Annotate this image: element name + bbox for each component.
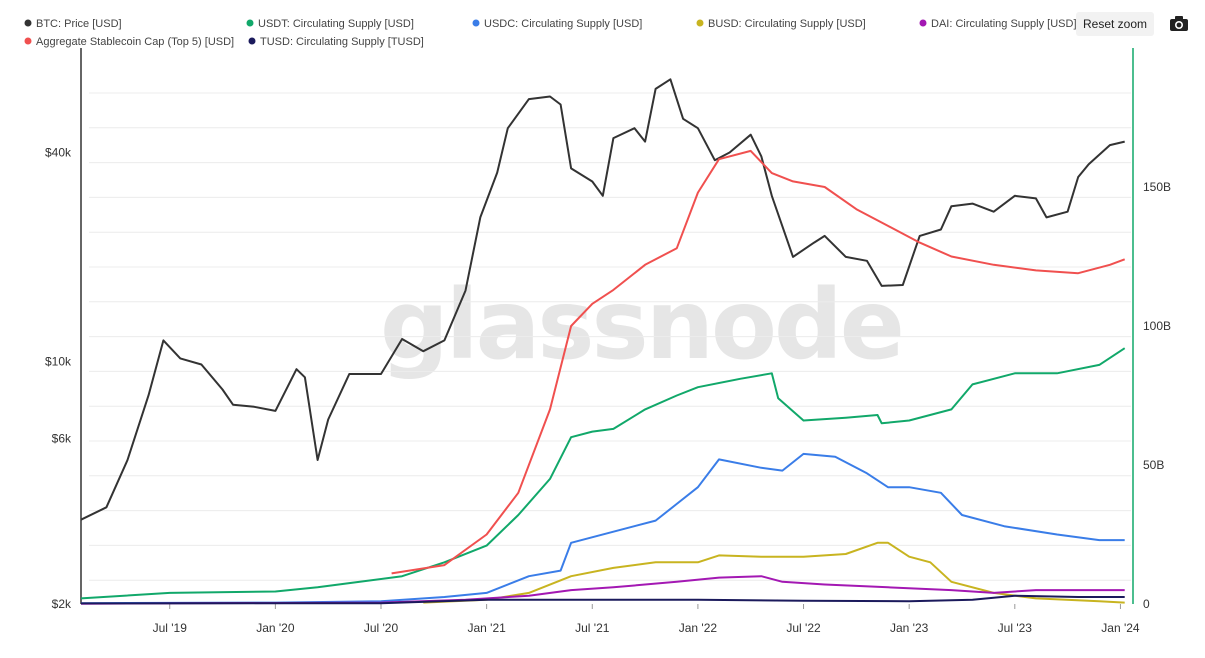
legend-label[interactable]: DAI: Circulating Supply [USD]	[931, 18, 1077, 30]
legend-label[interactable]: Aggregate Stablecoin Cap (Top 5) [USD]	[36, 36, 234, 48]
x-tick-label: Jul '20	[364, 621, 399, 635]
series-line	[80, 452, 1125, 605]
series-line	[80, 78, 1125, 521]
y-right-tick-label: 50B	[1143, 458, 1164, 472]
series-line	[423, 541, 1125, 604]
x-tick-label: Jan '22	[679, 621, 718, 635]
legend: BTC: Price [USD] USDT: Circulating Supply…	[24, 18, 1077, 48]
series-line	[391, 149, 1126, 575]
legend-marker[interactable]	[472, 19, 480, 27]
x-tick-label: Jul '22	[786, 621, 821, 635]
x-tick-label: Jan '21	[467, 621, 506, 635]
y-right-tick-label: 150B	[1143, 180, 1171, 194]
grid-lines	[89, 92, 1131, 581]
glassnode-watermark: glassnode	[380, 269, 902, 381]
x-tick-label: Jan '20	[256, 621, 295, 635]
legend-marker[interactable]	[696, 19, 704, 27]
x-tick-label: Jan '23	[890, 621, 929, 635]
legend-marker[interactable]	[24, 37, 32, 45]
x-tick-label: Jul '19	[153, 621, 188, 635]
y-right-tick-label: 0	[1143, 597, 1150, 611]
camera-icon-glyph	[1170, 16, 1188, 31]
reset-zoom-button[interactable]: Reset zoom	[1076, 12, 1154, 36]
legend-label[interactable]: USDC: Circulating Supply [USD]	[484, 18, 642, 30]
legend-marker[interactable]	[919, 19, 927, 27]
series-line	[80, 575, 1125, 605]
y-left-tick-label: $2k	[52, 597, 72, 611]
legend-marker[interactable]	[246, 19, 254, 27]
legend-marker[interactable]	[24, 19, 32, 27]
axes: $2k $6k $10k $40k 0 50B 100B 150B Jul '19 Jan '20…	[45, 48, 1171, 635]
y-right-tick-label: 100B	[1143, 319, 1171, 333]
legend-label[interactable]: BUSD: Circulating Supply [USD]	[708, 18, 866, 30]
legend-marker[interactable]	[248, 37, 256, 45]
y-left-tick-label: $10k	[45, 354, 72, 368]
y-left-tick-label: $6k	[52, 431, 72, 445]
series-line	[80, 347, 1126, 600]
series-line	[80, 594, 1125, 605]
x-tick-label: Jul '21	[575, 621, 610, 635]
legend-label[interactable]: TUSD: Circulating Supply [TUSD]	[260, 36, 424, 48]
y-left-tick-label: $40k	[45, 145, 72, 159]
legend-label[interactable]: USDT: Circulating Supply [USD]	[258, 18, 414, 30]
x-tick-label: Jul '23	[998, 621, 1033, 635]
x-tick-label: Jan '24	[1101, 621, 1140, 635]
legend-label[interactable]: BTC: Price [USD]	[36, 18, 122, 30]
series-lines	[80, 78, 1126, 605]
camera-icon[interactable]	[1166, 13, 1192, 35]
